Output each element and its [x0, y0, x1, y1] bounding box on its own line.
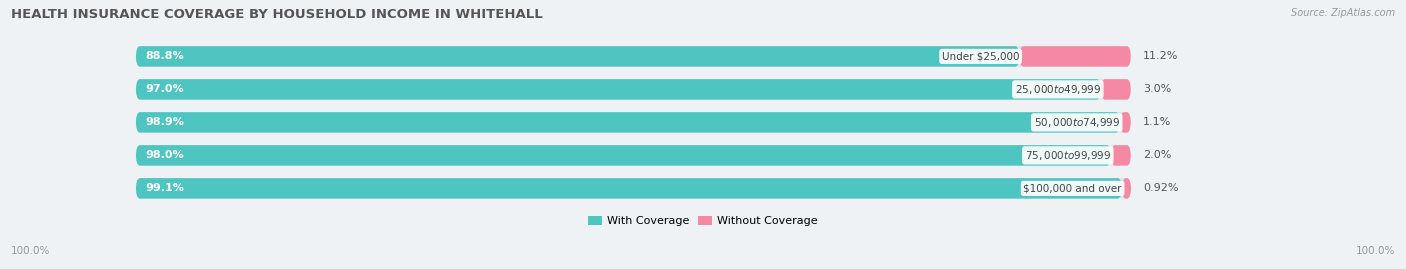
- FancyBboxPatch shape: [1111, 145, 1130, 166]
- Text: 0.92%: 0.92%: [1143, 183, 1178, 193]
- Legend: With Coverage, Without Coverage: With Coverage, Without Coverage: [583, 211, 823, 231]
- FancyBboxPatch shape: [136, 79, 1130, 100]
- FancyBboxPatch shape: [136, 112, 1121, 133]
- Text: 98.9%: 98.9%: [146, 117, 184, 128]
- FancyBboxPatch shape: [136, 178, 1130, 199]
- Text: 3.0%: 3.0%: [1143, 84, 1171, 94]
- FancyBboxPatch shape: [1101, 79, 1130, 100]
- Text: 98.0%: 98.0%: [146, 150, 184, 160]
- FancyBboxPatch shape: [136, 145, 1111, 166]
- Text: $50,000 to $74,999: $50,000 to $74,999: [1033, 116, 1121, 129]
- Text: 11.2%: 11.2%: [1143, 51, 1178, 61]
- Text: Under $25,000: Under $25,000: [942, 51, 1019, 61]
- Text: $100,000 and over: $100,000 and over: [1024, 183, 1122, 193]
- FancyBboxPatch shape: [1122, 178, 1130, 199]
- Text: 100.0%: 100.0%: [11, 246, 51, 256]
- Text: Source: ZipAtlas.com: Source: ZipAtlas.com: [1291, 8, 1395, 18]
- FancyBboxPatch shape: [136, 46, 1019, 67]
- Text: 88.8%: 88.8%: [146, 51, 184, 61]
- FancyBboxPatch shape: [136, 145, 1130, 166]
- Text: $75,000 to $99,999: $75,000 to $99,999: [1025, 149, 1111, 162]
- Text: $25,000 to $49,999: $25,000 to $49,999: [1015, 83, 1101, 96]
- Text: 99.1%: 99.1%: [146, 183, 184, 193]
- FancyBboxPatch shape: [136, 46, 1130, 67]
- Text: 100.0%: 100.0%: [1355, 246, 1395, 256]
- FancyBboxPatch shape: [136, 112, 1130, 133]
- FancyBboxPatch shape: [136, 178, 1122, 199]
- Text: 97.0%: 97.0%: [146, 84, 184, 94]
- Text: HEALTH INSURANCE COVERAGE BY HOUSEHOLD INCOME IN WHITEHALL: HEALTH INSURANCE COVERAGE BY HOUSEHOLD I…: [11, 8, 543, 21]
- FancyBboxPatch shape: [136, 79, 1101, 100]
- FancyBboxPatch shape: [1121, 112, 1130, 133]
- Text: 1.1%: 1.1%: [1143, 117, 1171, 128]
- Text: 2.0%: 2.0%: [1143, 150, 1171, 160]
- FancyBboxPatch shape: [1019, 46, 1130, 67]
